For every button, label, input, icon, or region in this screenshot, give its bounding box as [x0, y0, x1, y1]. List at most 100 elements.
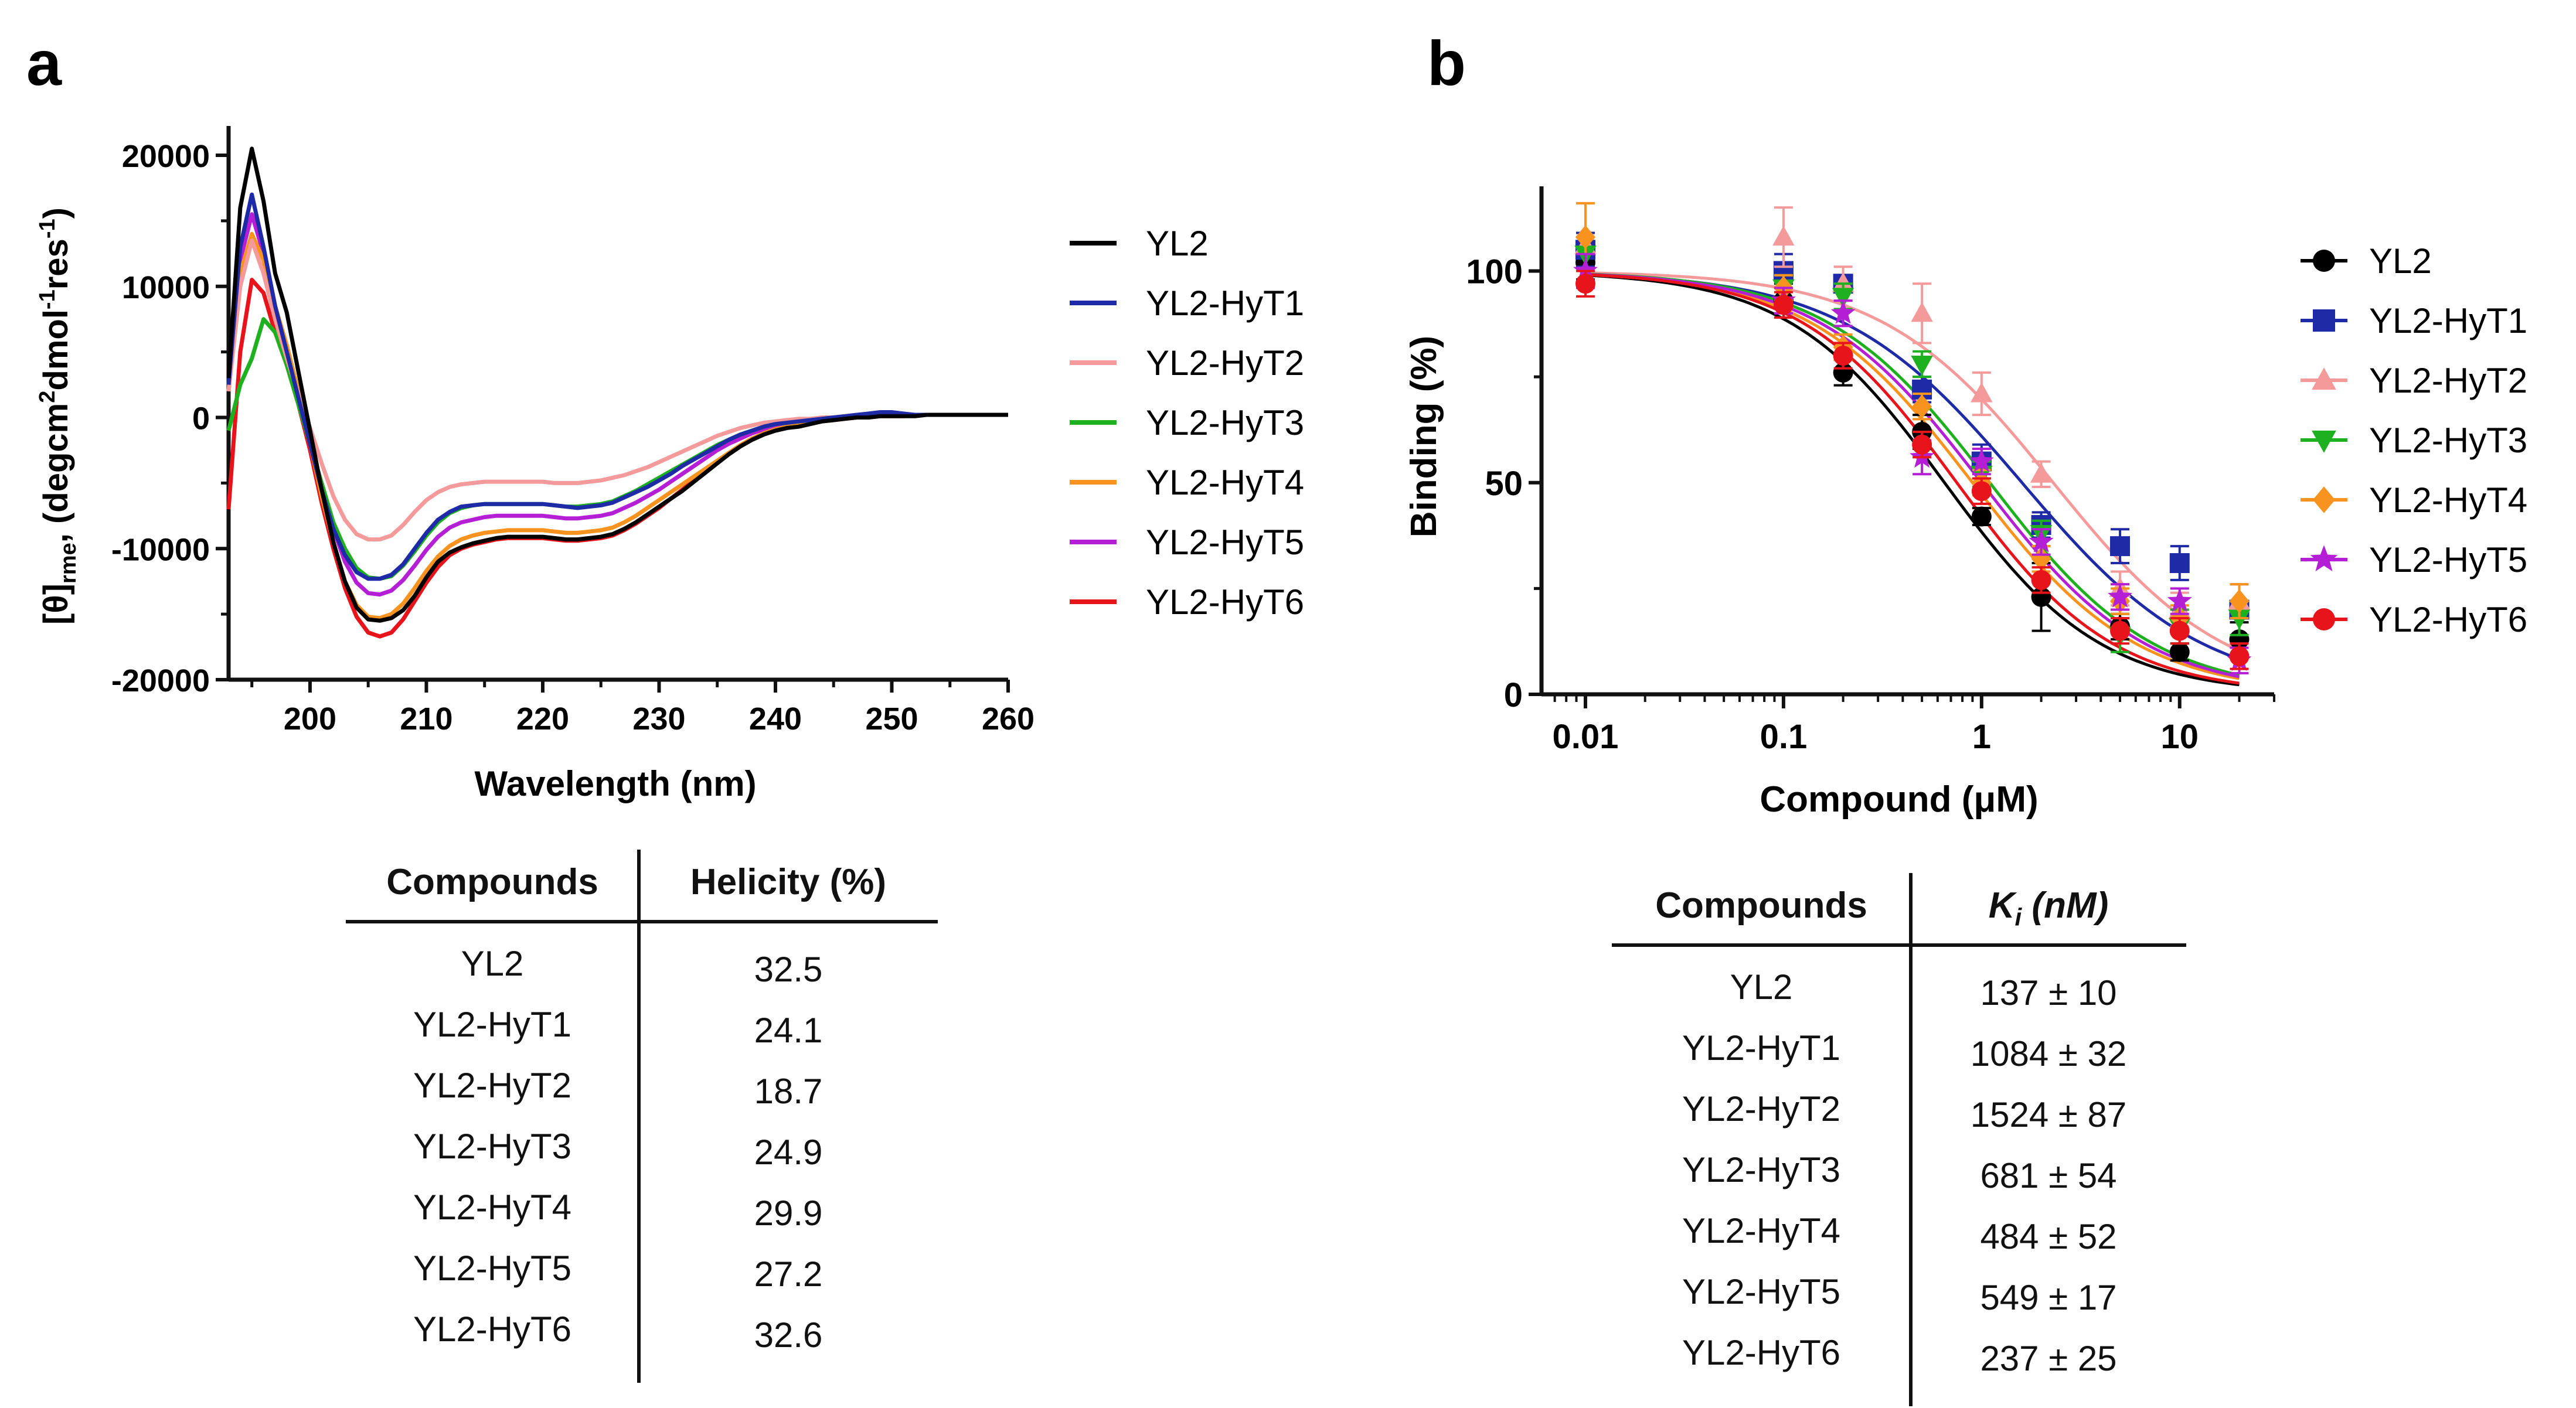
- cd-x-tick-label: 200: [284, 701, 336, 737]
- binding-fit-curve: [1585, 274, 2240, 687]
- helicity-table-compound-cell: YL2: [461, 944, 524, 983]
- cd-legend-label: YL2-HyT4: [1146, 463, 1304, 502]
- helicity-table-value-cell: 32.5: [754, 950, 823, 989]
- binding-fit-curve: [1585, 272, 2240, 679]
- binding-data-point: [2031, 547, 2051, 571]
- cd-legend-label: YL2-HyT6: [1146, 582, 1304, 622]
- binding-data-point: [1911, 356, 1933, 376]
- ki-table-value-cell: 237 ± 25: [1980, 1339, 2117, 1378]
- binding-x-axis-label: Compound (μM): [1760, 779, 2038, 820]
- cd-y-tick-label: -10000: [111, 532, 210, 567]
- binding-legend-marker: [2313, 309, 2335, 332]
- binding-data-point: [1575, 274, 1595, 294]
- cd-series-line: [226, 317, 1008, 581]
- helicity-table-value-cell: 24.9: [754, 1133, 823, 1172]
- cd-x-tick-label: 210: [400, 701, 452, 737]
- panel-a-label: a: [26, 28, 62, 98]
- binding-data-point: [1971, 382, 1993, 403]
- ki-table-value-cell: 549 ± 17: [1980, 1278, 2117, 1317]
- ki-table-header-ki: Ki (nM): [1911, 885, 2186, 931]
- helicity-table-compound-cell: YL2-HyT6: [413, 1310, 572, 1349]
- binding-data-point: [1772, 226, 1795, 246]
- binding-data-point: [1912, 434, 1932, 455]
- ki-symbol: K: [1988, 885, 2015, 926]
- binding-x-tick-label: 0.01: [1553, 718, 1619, 756]
- cd-legend: YL2 YL2-HyT1 YL2-HyT2 YL2-HyT3 YL2-HyT4 YL2-H…: [1070, 224, 1304, 622]
- binding-x-tick-label: 0.1: [1760, 718, 1808, 756]
- binding-data-point: [2169, 642, 2190, 662]
- binding-data-point: [1832, 288, 1854, 308]
- ki-table-value-cell: 137 ± 10: [1980, 973, 2117, 1012]
- binding-fit-curve: [1585, 273, 2240, 685]
- ki-table-compound-cell: YL2-HyT4: [1682, 1211, 1841, 1250]
- cd-legend-label: YL2-HyT3: [1146, 403, 1304, 442]
- cd-y-tick-label: 10000: [122, 270, 210, 305]
- binding-data-point: [2167, 588, 2192, 612]
- cd-series-line: [226, 212, 1008, 597]
- binding-legend-label: YL2-HyT4: [2369, 480, 2527, 520]
- helicity-table-value-cell: 27.2: [754, 1254, 823, 1294]
- cd-spectrum-chart: Wavelength (nm) [θ]rme, (degcm2dmol-1res…: [35, 126, 1035, 803]
- ki-table-compound-cell: YL2-HyT6: [1682, 1333, 1841, 1372]
- binding-legend-label: YL2-HyT6: [2369, 600, 2527, 639]
- binding-data-point: [2169, 621, 2190, 641]
- binding-data-point: [1773, 295, 1794, 315]
- binding-data-point: [1575, 225, 1595, 250]
- cd-legend-label: YL2-HyT1: [1146, 284, 1304, 323]
- binding-legend-marker: [2312, 430, 2336, 453]
- cd-legend-label: YL2: [1146, 224, 1209, 263]
- cd-y-tick-label: -20000: [111, 663, 210, 698]
- ki-table-value-cell: 484 ± 52: [1980, 1217, 2117, 1256]
- binding-x-tick-label: 1: [1972, 718, 1991, 756]
- binding-data-point: [1971, 481, 1992, 502]
- binding-data-point: [2110, 621, 2131, 641]
- binding-data-point: [2229, 646, 2250, 666]
- cd-series-line: [226, 192, 1008, 581]
- binding-data-point: [2228, 609, 2251, 630]
- helicity-table-compound-cell: YL2-HyT4: [413, 1188, 572, 1227]
- helicity-table-header-compounds: Compounds: [386, 862, 598, 902]
- binding-fit-curve: [1585, 272, 2240, 661]
- binding-legend-label: YL2-HyT3: [2369, 421, 2527, 460]
- helicity-table-compound-cell: YL2-HyT2: [413, 1066, 572, 1105]
- helicity-table: Compounds Helicity (%) YL2 32.5 YL2-HyT1 24…: [346, 850, 938, 1389]
- ki-table-compound-cell: YL2: [1730, 967, 1793, 1007]
- helicity-table-compound-cell: YL2-HyT1: [413, 1005, 572, 1044]
- binding-legend-marker: [2313, 608, 2335, 630]
- cd-series-line: [226, 238, 1008, 542]
- ki-table-value-cell: 1084 ± 32: [1970, 1034, 2127, 1073]
- ki-subscript: i: [2014, 903, 2022, 931]
- cd-legend-label: YL2-HyT2: [1146, 343, 1304, 383]
- binding-data-point: [1832, 272, 1854, 292]
- cd-x-tick-label: 240: [749, 701, 802, 737]
- cd-x-tick-label: 230: [632, 701, 685, 737]
- ki-table-value-cell: 681 ± 54: [1980, 1156, 2117, 1195]
- panel-b-label: b: [1427, 28, 1466, 98]
- cd-y-tick-label: 20000: [122, 139, 210, 174]
- helicity-table-value-cell: 29.9: [754, 1194, 823, 1233]
- binding-legend-label: YL2-HyT5: [2369, 540, 2527, 579]
- binding-y-tick-label: 0: [1504, 676, 1523, 714]
- ki-table-compound-cell: YL2-HyT2: [1682, 1089, 1841, 1129]
- binding-data-point: [1830, 300, 1856, 324]
- binding-data-point: [1573, 258, 1598, 282]
- binding-legend: YL2 YL2-HyT1 YL2-HyT2 YL2-HyT3 YL2-HyT4 YL2-H…: [2301, 241, 2527, 639]
- helicity-table-header-helicity: Helicity (%): [690, 862, 887, 902]
- binding-fit-curve: [1585, 271, 2240, 652]
- binding-legend-marker: [2310, 545, 2338, 571]
- binding-curve-chart: Compound (μM) Binding (%) 0 50 100 0.01 0.1 1…: [1404, 186, 2275, 820]
- helicity-table-value-cell: 18.7: [754, 1072, 823, 1111]
- ki-table-compound-cell: YL2-HyT3: [1682, 1150, 1841, 1189]
- binding-fit-curve: [1585, 272, 2240, 677]
- binding-data-point: [2110, 536, 2131, 557]
- ki-table-divider: [1909, 873, 1913, 1406]
- binding-data-point: [2169, 553, 2190, 574]
- binding-data-point: [1969, 448, 1994, 472]
- cd-x-tick-label: 260: [982, 701, 1035, 737]
- helicity-table-compound-cell: YL2-HyT5: [413, 1249, 572, 1288]
- helicity-table-value-cell: 24.1: [754, 1011, 823, 1050]
- cd-y-axis-label: [θ]rme, (degcm2dmol-1res-1): [35, 207, 81, 625]
- binding-y-axis-label: Binding (%): [1404, 336, 1444, 537]
- cd-x-tick-label: 250: [865, 701, 918, 737]
- helicity-table-compound-cell: YL2-HyT3: [413, 1127, 572, 1166]
